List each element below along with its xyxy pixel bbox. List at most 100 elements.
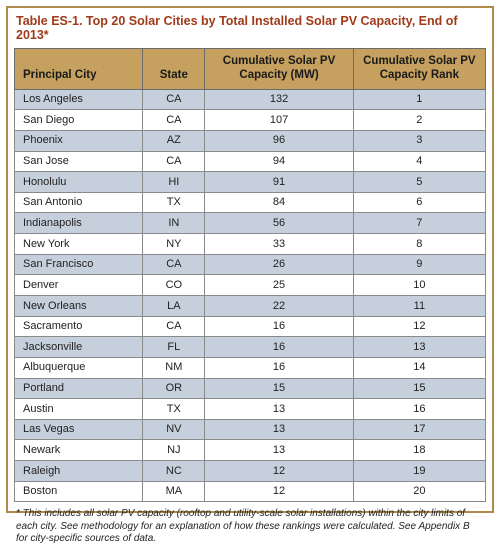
cell-state: FL xyxy=(143,337,205,358)
cell-city: Indianapolis xyxy=(15,213,143,234)
cell-state: CA xyxy=(143,89,205,110)
cell-rank: 8 xyxy=(353,234,485,255)
cell-state: AZ xyxy=(143,130,205,151)
cell-state: CA xyxy=(143,254,205,275)
table-row: Las VegasNV1317 xyxy=(15,419,486,440)
cell-city: New Orleans xyxy=(15,296,143,317)
table-row: NewarkNJ1318 xyxy=(15,440,486,461)
cell-city: Sacramento xyxy=(15,316,143,337)
cell-capacity: 12 xyxy=(205,481,353,502)
cell-state: HI xyxy=(143,172,205,193)
col-header-city: Principal City xyxy=(15,49,143,90)
table-row: SacramentoCA1612 xyxy=(15,316,486,337)
cell-city: Jacksonville xyxy=(15,337,143,358)
cell-capacity: 12 xyxy=(205,461,353,482)
cell-capacity: 91 xyxy=(205,172,353,193)
cell-rank: 6 xyxy=(353,192,485,213)
cell-capacity: 16 xyxy=(205,357,353,378)
cell-state: CA xyxy=(143,316,205,337)
table-row: New OrleansLA2211 xyxy=(15,296,486,317)
table-row: DenverCO2510 xyxy=(15,275,486,296)
cell-capacity: 13 xyxy=(205,419,353,440)
cell-state: TX xyxy=(143,399,205,420)
cell-capacity: 25 xyxy=(205,275,353,296)
cell-capacity: 107 xyxy=(205,110,353,131)
table-row: San DiegoCA1072 xyxy=(15,110,486,131)
cell-capacity: 33 xyxy=(205,234,353,255)
cell-state: NV xyxy=(143,419,205,440)
table-row: San FranciscoCA269 xyxy=(15,254,486,275)
cell-rank: 16 xyxy=(353,399,485,420)
table-row: HonoluluHI915 xyxy=(15,172,486,193)
table-title: Table ES-1. Top 20 Solar Cities by Total… xyxy=(14,12,486,48)
table-row: San JoseCA944 xyxy=(15,151,486,172)
table-body: Los AngelesCA1321San DiegoCA1072PhoenixA… xyxy=(15,89,486,502)
cell-rank: 10 xyxy=(353,275,485,296)
col-header-state: State xyxy=(143,49,205,90)
cell-capacity: 96 xyxy=(205,130,353,151)
cell-city: San Francisco xyxy=(15,254,143,275)
cell-state: NC xyxy=(143,461,205,482)
cell-rank: 20 xyxy=(353,481,485,502)
cell-state: CO xyxy=(143,275,205,296)
cell-capacity: 16 xyxy=(205,337,353,358)
table-row: JacksonvilleFL1613 xyxy=(15,337,486,358)
col-header-capacity: Cumulative Solar PV Capacity (MW) xyxy=(205,49,353,90)
cell-capacity: 15 xyxy=(205,378,353,399)
cell-state: NJ xyxy=(143,440,205,461)
cell-city: San Diego xyxy=(15,110,143,131)
cell-rank: 19 xyxy=(353,461,485,482)
cell-state: MA xyxy=(143,481,205,502)
cell-capacity: 56 xyxy=(205,213,353,234)
cell-city: Honolulu xyxy=(15,172,143,193)
table-row: AlbuquerqueNM1614 xyxy=(15,357,486,378)
cell-state: CA xyxy=(143,151,205,172)
cell-capacity: 16 xyxy=(205,316,353,337)
cell-state: CA xyxy=(143,110,205,131)
cell-rank: 13 xyxy=(353,337,485,358)
table-row: AustinTX1316 xyxy=(15,399,486,420)
table-row: BostonMA1220 xyxy=(15,481,486,502)
cell-state: TX xyxy=(143,192,205,213)
cell-rank: 5 xyxy=(353,172,485,193)
cell-city: Portland xyxy=(15,378,143,399)
table-row: PhoenixAZ963 xyxy=(15,130,486,151)
cell-rank: 7 xyxy=(353,213,485,234)
cell-capacity: 22 xyxy=(205,296,353,317)
table-row: Los AngelesCA1321 xyxy=(15,89,486,110)
cell-city: Newark xyxy=(15,440,143,461)
cell-rank: 4 xyxy=(353,151,485,172)
cell-state: NY xyxy=(143,234,205,255)
cell-city: New York xyxy=(15,234,143,255)
cell-state: IN xyxy=(143,213,205,234)
col-header-rank: Cumulative Solar PV Capacity Rank xyxy=(353,49,485,90)
cell-rank: 2 xyxy=(353,110,485,131)
cell-city: Phoenix xyxy=(15,130,143,151)
cell-rank: 3 xyxy=(353,130,485,151)
cell-state: NM xyxy=(143,357,205,378)
table-row: IndianapolisIN567 xyxy=(15,213,486,234)
table-footnote: * This includes all solar PV capacity (r… xyxy=(14,502,486,546)
table-row: San AntonioTX846 xyxy=(15,192,486,213)
cell-city: San Antonio xyxy=(15,192,143,213)
table-row: PortlandOR1515 xyxy=(15,378,486,399)
cell-rank: 18 xyxy=(353,440,485,461)
cell-capacity: 84 xyxy=(205,192,353,213)
table-frame: Table ES-1. Top 20 Solar Cities by Total… xyxy=(6,6,494,513)
cell-rank: 12 xyxy=(353,316,485,337)
cell-state: OR xyxy=(143,378,205,399)
table-row: RaleighNC1219 xyxy=(15,461,486,482)
cell-rank: 1 xyxy=(353,89,485,110)
solar-cities-table: Principal City State Cumulative Solar PV… xyxy=(14,48,486,502)
cell-capacity: 13 xyxy=(205,399,353,420)
cell-city: Raleigh xyxy=(15,461,143,482)
cell-state: LA xyxy=(143,296,205,317)
cell-city: San Jose xyxy=(15,151,143,172)
cell-capacity: 94 xyxy=(205,151,353,172)
cell-rank: 17 xyxy=(353,419,485,440)
cell-rank: 15 xyxy=(353,378,485,399)
cell-city: Los Angeles xyxy=(15,89,143,110)
cell-capacity: 26 xyxy=(205,254,353,275)
cell-rank: 14 xyxy=(353,357,485,378)
cell-rank: 11 xyxy=(353,296,485,317)
